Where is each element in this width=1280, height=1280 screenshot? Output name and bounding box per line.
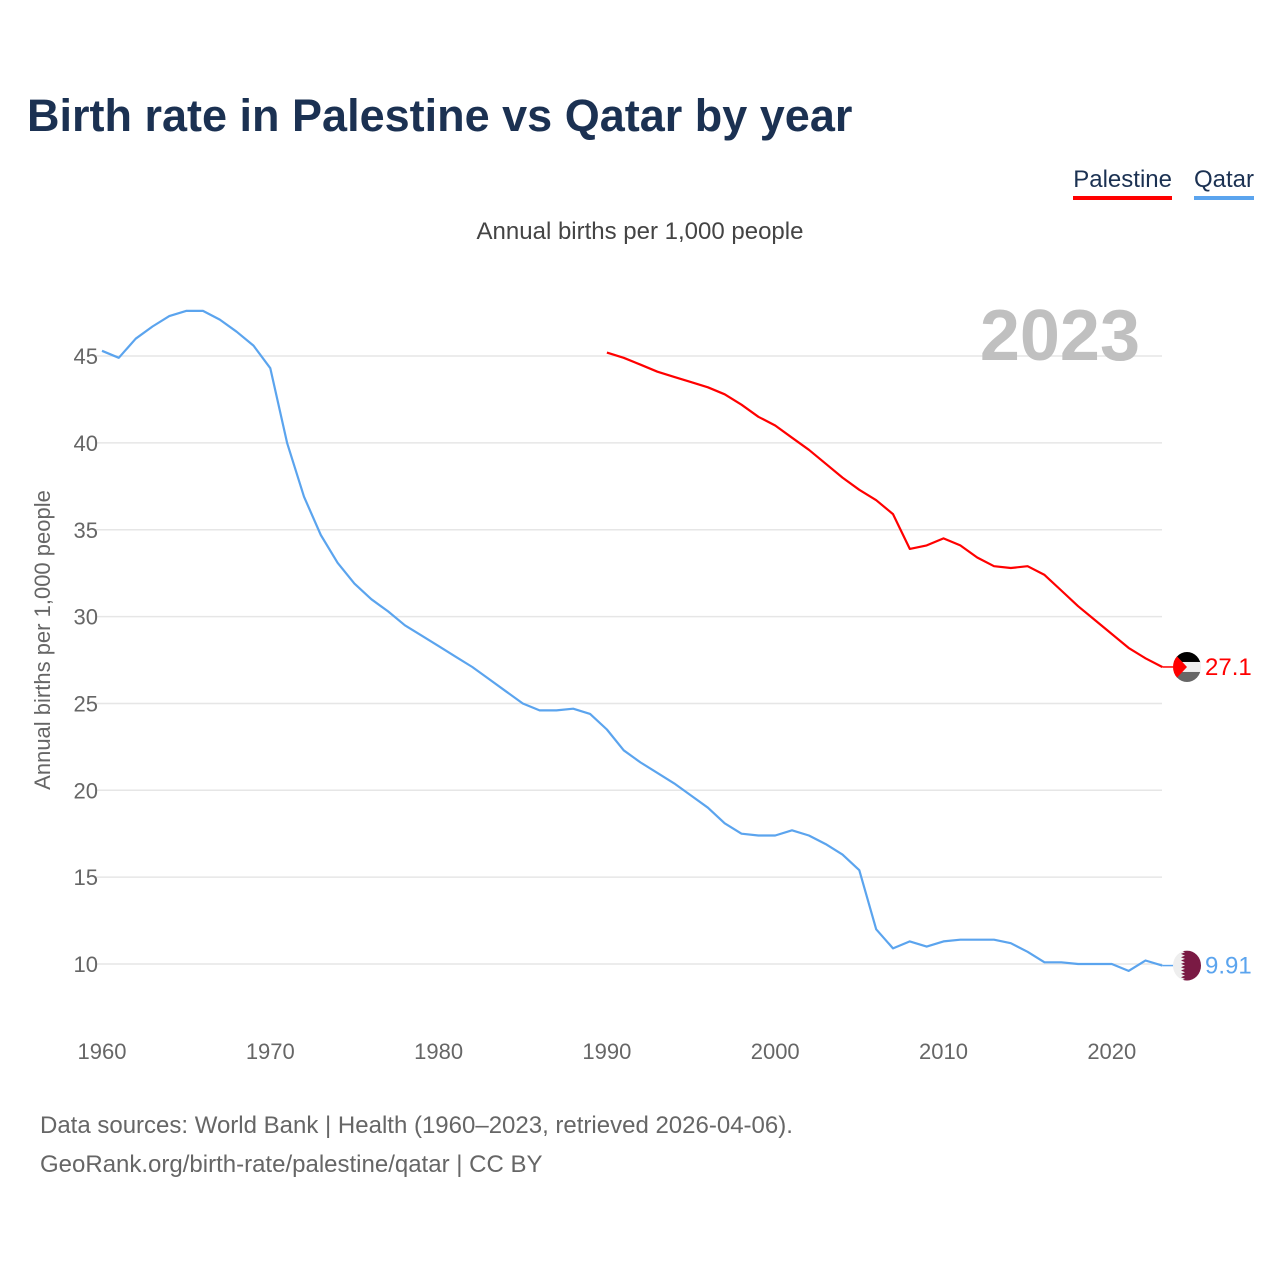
x-tick-label: 2000: [751, 1039, 800, 1064]
palestine-flag-icon: [1173, 651, 1201, 682]
footer: Data sources: World Bank | Health (1960–…: [40, 1106, 793, 1184]
series-line-qatar: [101, 309, 1163, 973]
chart-subtitle: Annual births per 1,000 people: [476, 218, 804, 245]
y-tick-label: 10: [74, 952, 98, 977]
y-tick-label: 20: [74, 778, 98, 803]
y-tick-label: 25: [74, 691, 98, 716]
y-tick-label: 30: [74, 605, 98, 630]
y-tick-label: 45: [74, 344, 98, 369]
data-source: Data sources: World Bank | Health (1960–…: [40, 1112, 793, 1139]
y-tick-label: 35: [74, 518, 98, 543]
legend: Palestine Qatar: [1073, 166, 1254, 200]
x-tick-label: 2020: [1087, 1039, 1136, 1064]
y-axis-label: Annual births per 1,000 people: [30, 490, 55, 790]
end-value-label-qatar: 9.91: [1205, 953, 1252, 980]
x-tick-label: 2010: [919, 1039, 968, 1064]
series-line-palestine: [606, 351, 1163, 668]
x-tick-label: 1970: [246, 1039, 295, 1064]
year-label: 2023: [980, 296, 1140, 376]
chart-title: Birth rate in Palestine vs Qatar by year: [27, 90, 853, 141]
x-tick-label: 1980: [414, 1039, 463, 1064]
x-tick-label: 1960: [78, 1039, 127, 1064]
source-link[interactable]: GeoRank.org/birth-rate/palestine/qatar |…: [40, 1151, 543, 1178]
legend-item-palestine[interactable]: Palestine: [1073, 166, 1172, 200]
x-tick-label: 1990: [582, 1039, 631, 1064]
y-tick-label: 40: [74, 431, 98, 456]
y-tick-label: 15: [74, 865, 98, 890]
legend-item-qatar[interactable]: Qatar: [1193, 166, 1254, 200]
end-value-label-palestine: 27.1: [1205, 654, 1252, 681]
qatar-flag-icon: [1173, 950, 1201, 981]
